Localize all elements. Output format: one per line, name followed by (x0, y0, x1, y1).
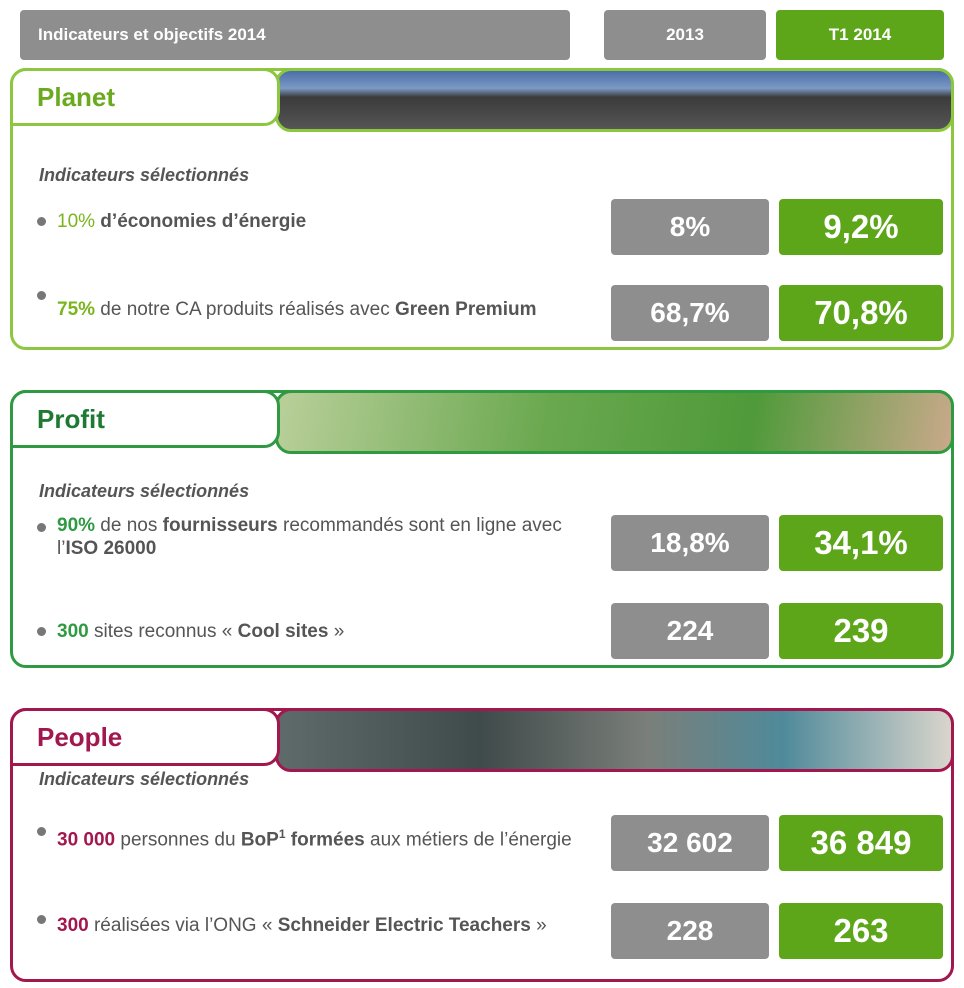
value-2013: 8% (611, 199, 769, 255)
value-2013: 18,8% (611, 515, 769, 571)
bullet (37, 523, 46, 532)
section-image (275, 68, 954, 132)
value-2013: 224 (611, 603, 769, 659)
highlight: 75% (57, 298, 96, 320)
section-people: People Indicateurs sélectionnés 30 000 p… (10, 708, 954, 982)
text: réalisées via l’ONG « (88, 914, 278, 936)
value-t1: 263 (779, 903, 943, 959)
section-image (275, 390, 954, 454)
text: » (530, 914, 547, 936)
value-t1: 70,8% (779, 285, 943, 341)
text: sites reconnus « (88, 620, 238, 642)
text: aux métiers de l’énergie (364, 829, 572, 851)
text: de notre CA produits réalisés avec (95, 298, 395, 320)
section-planet: Planet Indicateurs sélectionnés 10% d’éc… (10, 68, 954, 350)
text: Schneider Electric Teachers (277, 914, 531, 936)
section-title: Profit (10, 390, 280, 448)
header-title: Indicateurs et objectifs 2014 (20, 10, 570, 60)
bullet (37, 627, 46, 636)
subtitle: Indicateurs sélectionnés (39, 769, 250, 789)
section-title: Planet (10, 68, 280, 126)
text: Green Premium (394, 298, 537, 320)
section-title: People (10, 708, 280, 766)
header-t1: T1 2014 (776, 10, 944, 60)
subtitle: Indicateurs sélectionnés (39, 481, 250, 501)
section-image (275, 708, 954, 772)
highlight: 30 000 (57, 829, 116, 851)
value-t1: 9,2% (779, 199, 943, 255)
footnote-mark: 1 (278, 826, 286, 841)
item-text: 75% de notre CA produits réalisés avec G… (57, 281, 577, 337)
text: formées (285, 829, 365, 851)
highlight: 10% (57, 210, 96, 232)
bullet (37, 915, 46, 924)
highlight: 300 (57, 620, 89, 642)
item-text: 300 réalisées via l’ONG « Schneider Elec… (57, 897, 577, 953)
bullet (37, 217, 46, 226)
text: recommandés sont en ligne avec l’ (57, 515, 562, 559)
value-t1: 239 (779, 603, 943, 659)
item-text: 90% de nos fournisseurs recommandés sont… (57, 509, 577, 565)
text: Cool sites (237, 620, 329, 642)
highlight: 300 (57, 914, 89, 936)
bullet (37, 291, 46, 300)
value-t1: 36 849 (779, 815, 943, 871)
subtitle: Indicateurs sélectionnés (39, 165, 250, 185)
text: de nos (95, 515, 163, 536)
text: fournisseurs (162, 515, 278, 536)
value-t1: 34,1% (779, 515, 943, 571)
value-2013: 32 602 (611, 815, 769, 871)
bullet (37, 827, 46, 836)
item-text: 30 000 personnes du BoP1 formées aux mét… (57, 809, 577, 865)
text: BoP (240, 829, 279, 851)
header-2013: 2013 (604, 10, 766, 60)
text: personnes du (115, 829, 241, 851)
section-profit: Profit Indicateurs sélectionnés 90% de n… (10, 390, 954, 668)
value-2013: 68,7% (611, 285, 769, 341)
text: ISO 26000 (65, 538, 157, 559)
text: d’économies d’énergie (95, 210, 307, 232)
item-text: 10% d’économies d’énergie (57, 193, 577, 249)
item-text: 300 sites reconnus « Cool sites » (57, 603, 577, 659)
value-2013: 228 (611, 903, 769, 959)
highlight: 90% (57, 515, 96, 536)
text: » (328, 620, 345, 642)
